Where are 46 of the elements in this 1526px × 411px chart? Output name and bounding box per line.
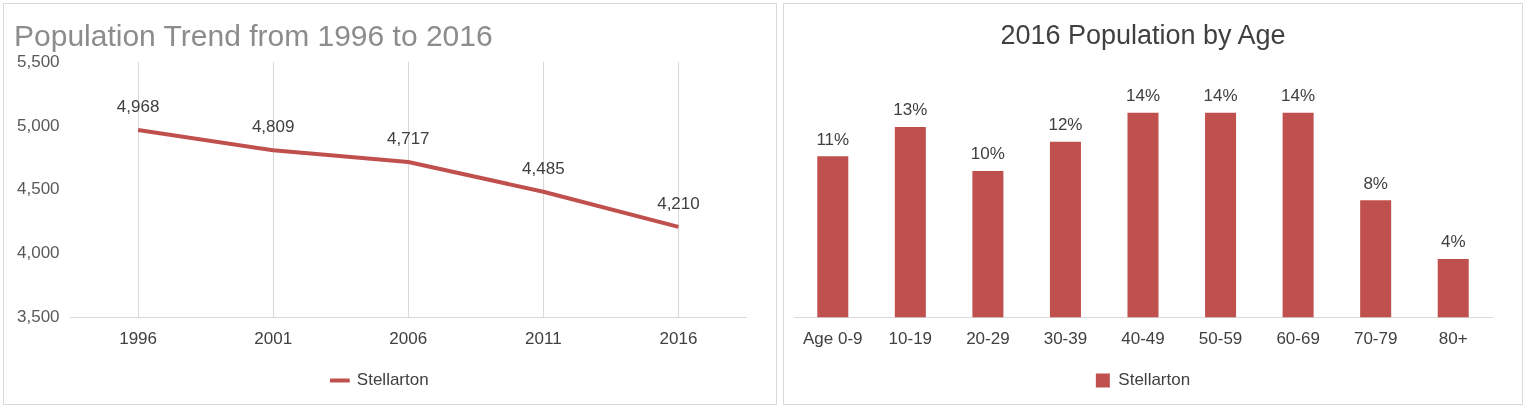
- bar: [1205, 112, 1237, 318]
- bar: [1049, 141, 1081, 318]
- legend-label: Stellarton: [356, 370, 429, 390]
- y-tick-label: 3,500: [16, 307, 60, 327]
- y-tick-label: 5,500: [16, 51, 60, 71]
- data-label: 4,210: [657, 194, 700, 214]
- data-label: 14%: [1203, 85, 1238, 105]
- x-tick-label: 10-19: [888, 329, 933, 349]
- x-tick-label: 60-69: [1276, 329, 1320, 349]
- data-label: 4,968: [116, 97, 160, 117]
- x-tick-label: 40-49: [1121, 329, 1165, 349]
- data-label: 4,485: [522, 158, 565, 178]
- bar: [894, 127, 926, 318]
- data-label: 14%: [1125, 85, 1161, 105]
- x-tick-label: 30-39: [1043, 329, 1088, 349]
- data-label: 8%: [1363, 173, 1388, 193]
- chart-title: Population Trend from 1996 to 2016: [14, 19, 493, 53]
- data-label: 14%: [1281, 85, 1316, 105]
- bar: [1282, 112, 1314, 318]
- bar: [817, 156, 849, 318]
- data-label: 10%: [970, 144, 1005, 164]
- bar: [1127, 112, 1159, 318]
- data-label: 12%: [1048, 114, 1083, 134]
- x-tick-label: 20-29: [966, 329, 1010, 349]
- data-label: 4,809: [251, 117, 295, 137]
- chart-title: 2016 Population by Age: [1000, 19, 1286, 50]
- bar: [1360, 200, 1392, 318]
- y-tick-label: 4,500: [16, 179, 60, 199]
- x-tick-label: 2016: [659, 329, 698, 349]
- legend-label: Stellarton: [1118, 370, 1191, 390]
- x-tick-label: 2001: [254, 329, 293, 349]
- data-label: 11%: [816, 129, 850, 149]
- x-tick-label: 80+: [1438, 329, 1468, 349]
- x-tick-label: 50-59: [1198, 329, 1243, 349]
- data-label: 4%: [1440, 232, 1466, 252]
- y-tick-label: 4,000: [16, 243, 60, 263]
- bar: [972, 171, 1004, 318]
- x-tick-label: 1996: [119, 329, 157, 349]
- data-label: 4,717: [387, 129, 430, 149]
- bar: [1437, 258, 1469, 318]
- data-label: 13%: [893, 100, 928, 120]
- x-tick-label: 2011: [525, 329, 562, 349]
- x-tick-label: 2006: [389, 329, 428, 349]
- y-tick-label: 5,000: [16, 115, 60, 135]
- x-tick-label: 70-79: [1353, 329, 1398, 349]
- x-tick-label: Age 0-9: [803, 329, 863, 349]
